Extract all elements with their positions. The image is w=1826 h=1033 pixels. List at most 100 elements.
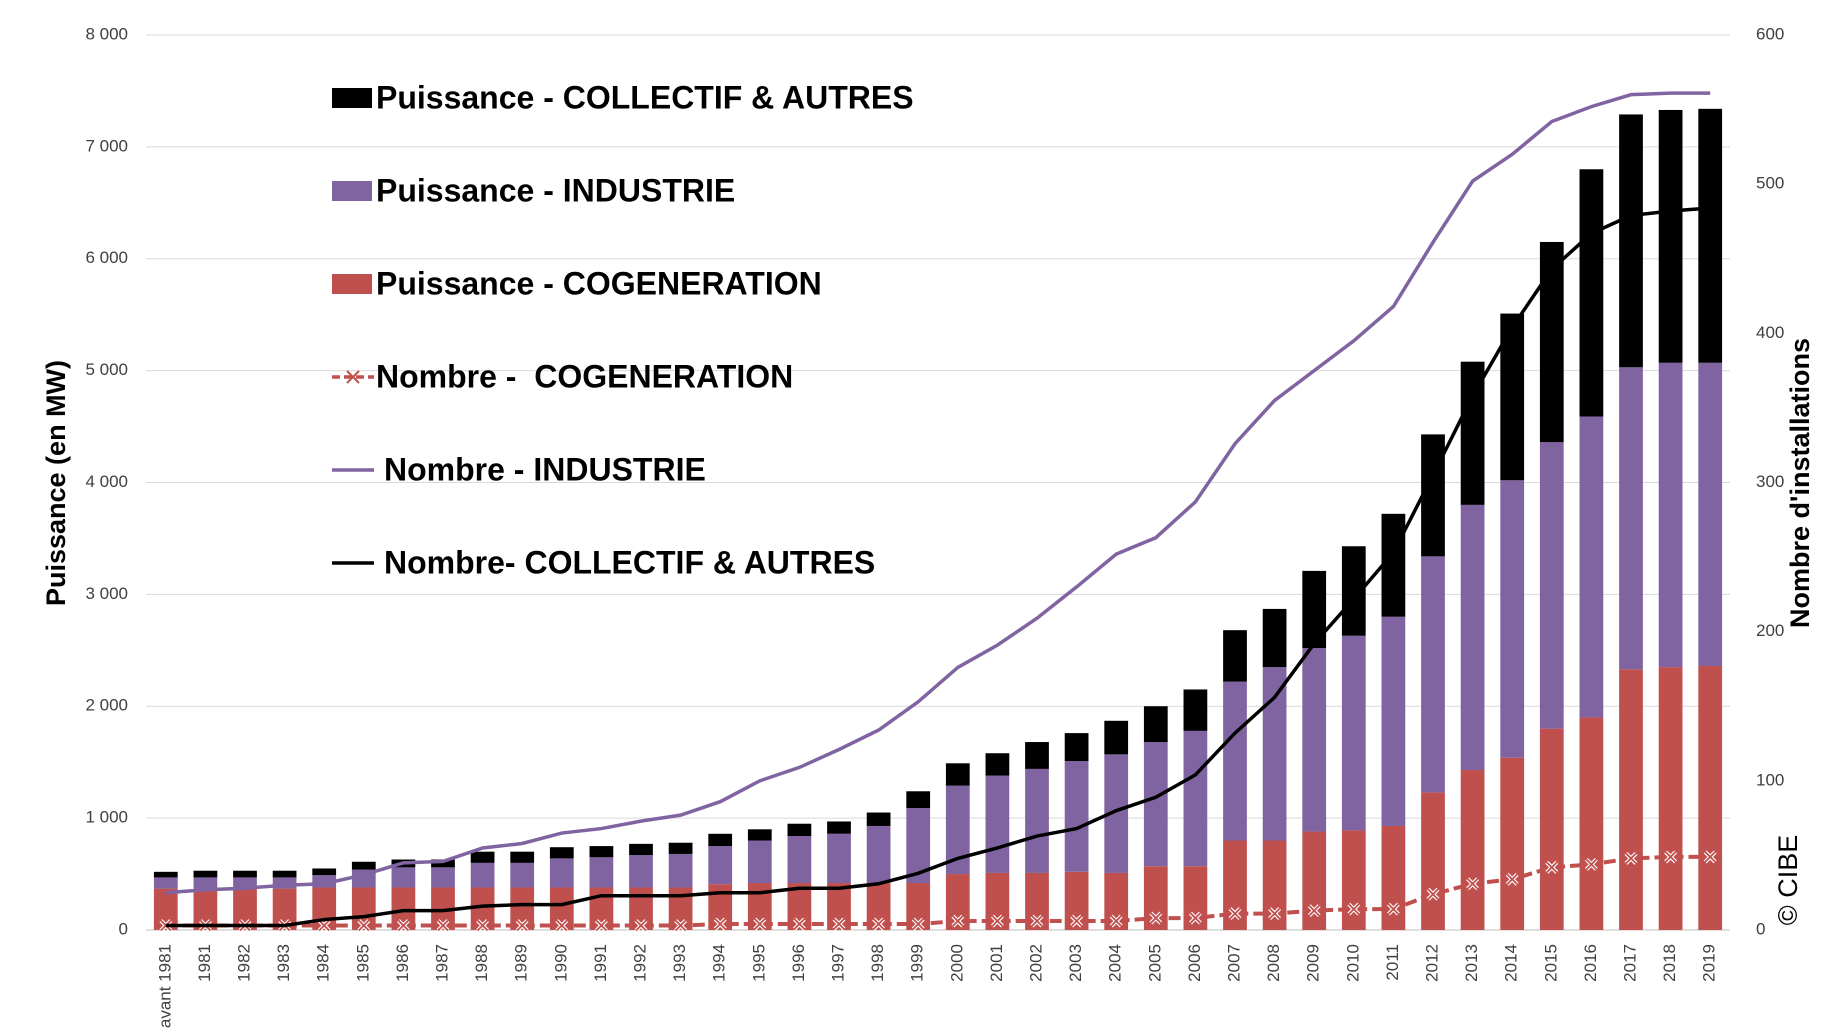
bar [1262, 608, 1287, 668]
bar [629, 887, 653, 930]
x-tick-label: 1993 [670, 944, 689, 982]
x-tick-label: 1988 [472, 944, 491, 982]
bar [708, 846, 733, 885]
bar [470, 851, 495, 863]
marker [358, 919, 370, 932]
marker [1110, 915, 1122, 927]
x-tick-label: 2011 [1383, 944, 1402, 981]
x-tick-label: 2009 [1304, 944, 1323, 982]
bar [470, 862, 495, 888]
y-tick-label: 7 000 [85, 136, 128, 155]
x-tick-label: 1984 [314, 944, 333, 982]
marker [437, 919, 449, 932]
y2-tick-label: 100 [1756, 770, 1784, 789]
bar [1104, 872, 1129, 930]
annotation: © CIBE [1773, 835, 1803, 925]
x-tick-label: 1990 [551, 944, 570, 982]
x-tick-label: 1994 [710, 944, 729, 982]
bar [549, 887, 574, 930]
marker [1268, 907, 1281, 920]
bar [1381, 616, 1406, 826]
x-tick-label: 1981 [195, 944, 214, 982]
y-tick-label: 6 000 [85, 248, 128, 267]
marker [1348, 903, 1360, 915]
legend-swatch [346, 370, 360, 384]
marker [476, 919, 489, 932]
bar [193, 888, 218, 930]
bar [470, 887, 495, 930]
bar [193, 877, 218, 889]
y2-tick-label: 400 [1756, 323, 1784, 342]
marker [1625, 852, 1637, 865]
marker [556, 919, 568, 932]
bar [589, 857, 614, 888]
bar [1341, 635, 1366, 831]
bar [1262, 840, 1287, 930]
marker [1704, 851, 1716, 863]
bar [827, 833, 851, 884]
marker [1427, 888, 1439, 900]
x-tick-label: 2017 [1620, 944, 1639, 982]
bar [1539, 442, 1564, 729]
y-axis-title: Puissance (en MW) [41, 360, 71, 606]
y2-tick-label: 500 [1756, 174, 1784, 193]
bar [1658, 362, 1683, 668]
legend-swatch [332, 181, 372, 201]
bar [1421, 792, 1445, 930]
bar [351, 861, 376, 870]
bar [906, 791, 931, 809]
marker [674, 919, 687, 932]
x-tick-label: avant 1981 [155, 944, 174, 1028]
x-tick-label: 2012 [1422, 944, 1441, 982]
bar [431, 859, 455, 868]
x-tick-label: 1985 [353, 944, 372, 982]
bar [1698, 362, 1723, 666]
bar [510, 862, 535, 888]
bar [1539, 728, 1564, 930]
bar [787, 836, 812, 884]
line [165, 854, 1711, 928]
bar [1579, 169, 1604, 417]
bar [1025, 742, 1049, 769]
bar [787, 883, 812, 930]
marker [991, 915, 1004, 927]
x-tick-label: 2018 [1660, 944, 1679, 982]
bar [1104, 754, 1129, 873]
marker [318, 919, 330, 932]
bar [153, 877, 178, 889]
bar [1262, 667, 1287, 841]
legend-label: Nombre - COGENERATION [376, 358, 793, 394]
bar [193, 870, 218, 878]
legend-label: Nombre - INDUSTRIE [384, 451, 706, 487]
bar [391, 867, 416, 888]
marker [793, 918, 806, 930]
bar [906, 808, 931, 884]
marker [952, 915, 964, 927]
bar [233, 877, 257, 889]
bar [153, 888, 178, 930]
x-tick-label: 2001 [987, 944, 1006, 982]
marker [1070, 915, 1083, 927]
x-tick-label: 2000 [947, 944, 966, 982]
bar [1579, 416, 1604, 718]
bar [906, 883, 931, 930]
marker [1664, 851, 1677, 863]
bar [985, 775, 1010, 873]
y2-tick-label: 600 [1756, 24, 1784, 43]
x-tick-label: 2004 [1106, 944, 1125, 982]
bar [1302, 648, 1327, 832]
x-tick-label: 1986 [393, 944, 412, 982]
x-tick-label: 2006 [1185, 944, 1204, 982]
bar [629, 855, 653, 888]
bar [272, 870, 297, 878]
bar [1183, 689, 1208, 731]
y2-tick-label: 0 [1756, 919, 1765, 938]
bar [945, 785, 970, 875]
x-tick-label: 2007 [1224, 944, 1243, 982]
bar [1104, 720, 1129, 755]
x-tick-label: 1989 [512, 944, 531, 982]
bar [747, 840, 772, 884]
bar [1183, 730, 1208, 867]
bar [1619, 367, 1643, 670]
x-tick-label: 1992 [630, 944, 649, 982]
